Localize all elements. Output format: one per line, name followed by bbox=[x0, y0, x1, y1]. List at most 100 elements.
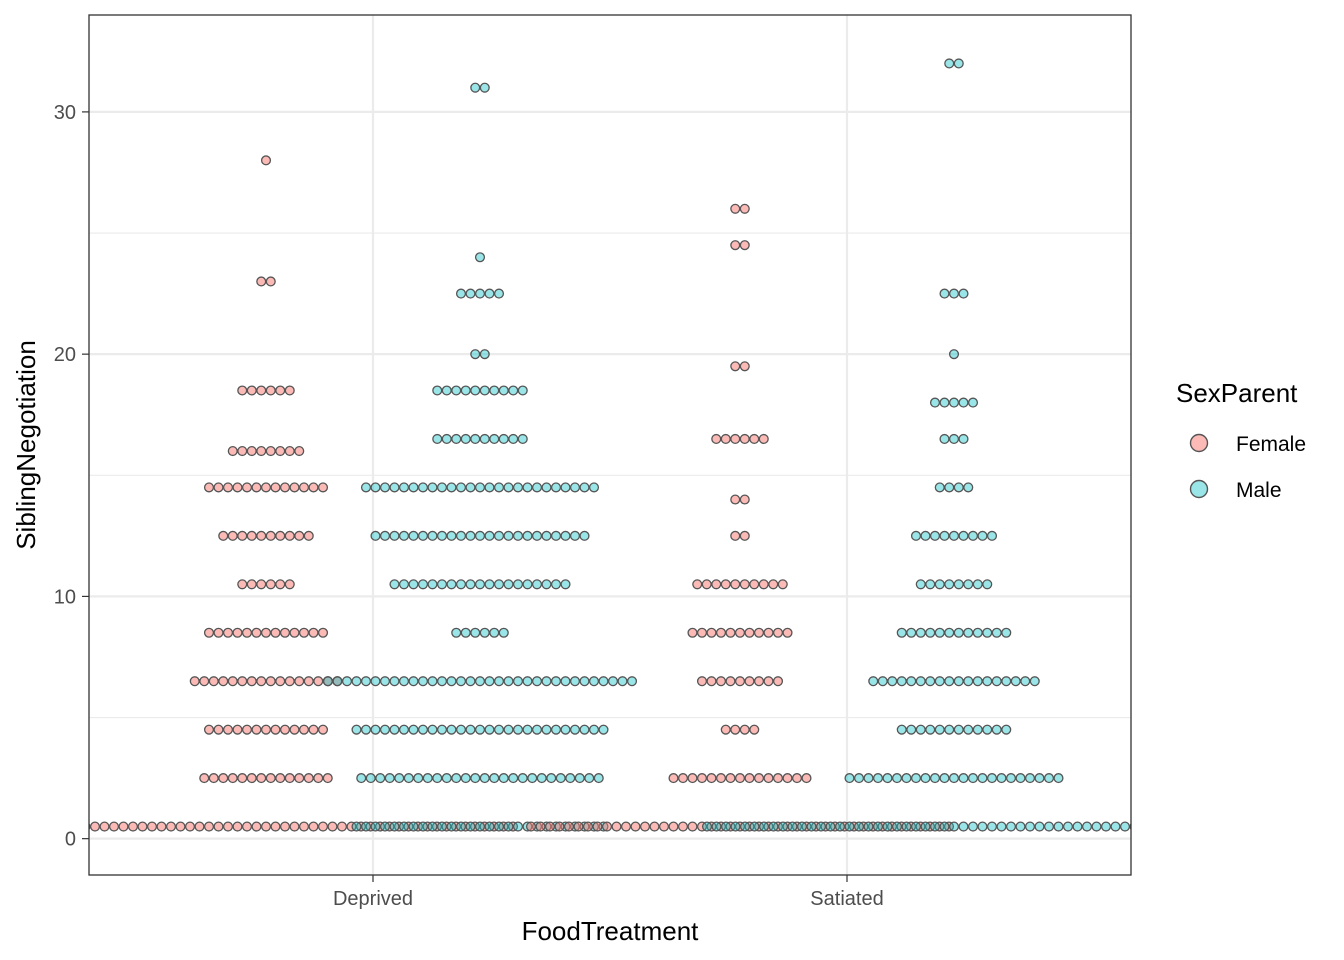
dot-male bbox=[465, 579, 476, 590]
dot-female bbox=[294, 446, 305, 457]
dot-male bbox=[963, 724, 974, 735]
dot-male bbox=[1119, 821, 1131, 832]
dot-male bbox=[432, 433, 443, 444]
dot-female bbox=[294, 530, 305, 541]
dot-male bbox=[560, 579, 571, 590]
dot-female bbox=[203, 724, 215, 735]
dot-female bbox=[639, 821, 651, 832]
dot-male bbox=[967, 397, 979, 408]
dot-male bbox=[370, 676, 381, 687]
dot-male bbox=[825, 821, 836, 832]
dot-female bbox=[308, 482, 319, 493]
dot-male bbox=[489, 433, 500, 444]
dot-male bbox=[531, 676, 543, 687]
dot-female bbox=[772, 676, 784, 687]
dot-female bbox=[768, 579, 779, 590]
dot-male bbox=[550, 724, 562, 735]
dot-female bbox=[284, 385, 295, 396]
dot-male bbox=[844, 821, 855, 832]
dot-male bbox=[484, 676, 495, 687]
dot-female bbox=[289, 627, 300, 638]
dot-male bbox=[470, 433, 481, 444]
dot-female bbox=[573, 821, 584, 832]
dot-female bbox=[730, 240, 741, 251]
dot-male bbox=[910, 773, 922, 784]
dot-male bbox=[1072, 821, 1083, 832]
dot-female bbox=[284, 530, 295, 541]
dot-female bbox=[270, 482, 281, 493]
dot-male bbox=[896, 676, 907, 687]
dot-male bbox=[436, 579, 448, 590]
dot-male bbox=[948, 821, 960, 832]
dot-female bbox=[706, 773, 717, 784]
dot-male bbox=[982, 579, 993, 590]
dot-female bbox=[265, 676, 276, 687]
dot-female bbox=[275, 579, 286, 590]
dot-male bbox=[920, 821, 931, 832]
dot-male bbox=[1091, 821, 1102, 832]
dot-female bbox=[199, 773, 210, 784]
dot-male bbox=[925, 627, 936, 638]
dot-male bbox=[569, 482, 581, 493]
dot-male bbox=[896, 724, 907, 735]
dot-male bbox=[531, 724, 543, 735]
dot-male bbox=[1005, 773, 1017, 784]
x-tick-label: Deprived bbox=[333, 888, 413, 910]
dot-male bbox=[939, 530, 950, 541]
dot-female bbox=[687, 773, 698, 784]
dot-male bbox=[455, 676, 467, 687]
dot-male bbox=[948, 288, 960, 299]
dot-female bbox=[265, 446, 276, 457]
dot-female bbox=[677, 773, 689, 784]
dot-male bbox=[512, 724, 524, 735]
dot-female bbox=[203, 482, 215, 493]
dot-female bbox=[298, 482, 310, 493]
dot-male bbox=[408, 579, 419, 590]
dot-female bbox=[275, 530, 286, 541]
dot-female bbox=[284, 676, 295, 687]
dot-male bbox=[398, 579, 410, 590]
dot-female bbox=[668, 821, 679, 832]
dot-female bbox=[246, 579, 257, 590]
legend: SexParent Female Male bbox=[1176, 378, 1306, 502]
dot-female bbox=[711, 579, 722, 590]
dot-male bbox=[465, 676, 476, 687]
dot-male bbox=[479, 349, 490, 360]
dot-male bbox=[967, 530, 979, 541]
dot-male bbox=[1034, 773, 1045, 784]
dot-female bbox=[739, 724, 750, 735]
dot-female bbox=[317, 724, 329, 735]
dot-male bbox=[1187, 822, 1196, 831]
dot-male bbox=[484, 482, 495, 493]
dot-male bbox=[389, 579, 400, 590]
dot-male bbox=[503, 482, 514, 493]
dot-male bbox=[550, 482, 562, 493]
dot-male bbox=[446, 724, 457, 735]
dot-female bbox=[749, 579, 760, 590]
dot-male bbox=[963, 676, 974, 687]
dot-male bbox=[953, 482, 964, 493]
dot-female bbox=[275, 676, 286, 687]
dot-male bbox=[498, 773, 509, 784]
dot-male bbox=[1178, 822, 1187, 831]
dot-female bbox=[165, 821, 177, 832]
dot-female bbox=[706, 627, 717, 638]
dot-male bbox=[465, 482, 476, 493]
y-tick-label: 10 bbox=[54, 586, 76, 608]
dot-male bbox=[565, 773, 576, 784]
dot-male bbox=[593, 773, 604, 784]
dot-male bbox=[517, 773, 528, 784]
dot-female bbox=[730, 203, 741, 214]
dot-female bbox=[222, 821, 234, 832]
dot-female bbox=[34, 822, 43, 831]
dot-female bbox=[289, 482, 300, 493]
dot-female bbox=[284, 579, 295, 590]
dot-female bbox=[313, 676, 324, 687]
dot-female bbox=[734, 773, 746, 784]
dot-male bbox=[982, 724, 993, 735]
dot-male bbox=[493, 724, 505, 735]
dot-female bbox=[739, 361, 750, 372]
dot-female bbox=[270, 627, 281, 638]
dot-male bbox=[934, 627, 945, 638]
